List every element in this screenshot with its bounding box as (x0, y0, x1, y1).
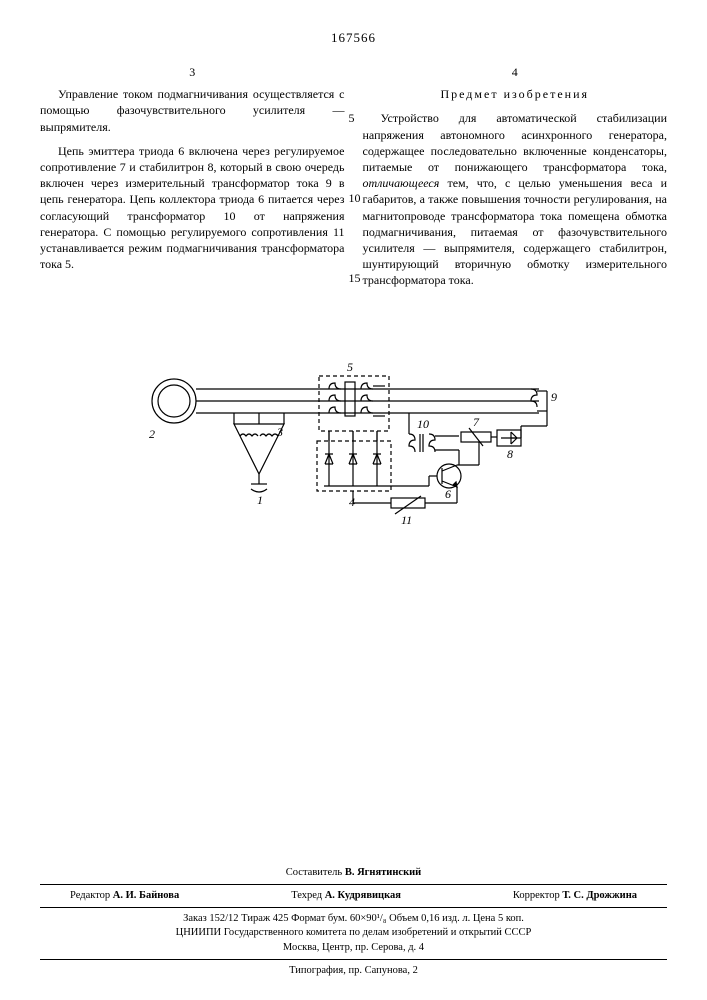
claim-text-a: Устройство для автоматической стабилизац… (363, 111, 668, 174)
line-number-15: 15 (349, 270, 361, 286)
tech-label: Техред (291, 890, 322, 901)
fig-label-2: 2 (149, 427, 155, 441)
subject-title: Предмет изобретения (363, 86, 668, 102)
editor-name: А. И. Байнова (113, 890, 179, 901)
editor-label: Редактор (70, 890, 110, 901)
footer-block: Составитель В. Ягнятинский Редактор А. И… (40, 866, 667, 978)
imprint-line-1: Заказ 152/12 Тираж 425 Формат бум. 60×90… (40, 912, 667, 926)
footer-rule-3 (40, 959, 667, 960)
left-column: 3 Управление током подмагничивания осуще… (40, 64, 345, 296)
fig-label-1: 1 (257, 493, 263, 507)
composer-line: Составитель В. Ягнятинский (40, 866, 667, 880)
composer-name: В. Ягнятинский (345, 867, 421, 878)
left-column-number: 3 (40, 64, 345, 80)
editor-cell: Редактор А. И. Байнова (70, 889, 179, 903)
left-paragraph-2: Цепь эмиттера триода 6 включена через ре… (40, 143, 345, 273)
line-number-5: 5 (349, 110, 355, 126)
tech-cell: Техред А. Кудрявицкая (291, 889, 401, 903)
document-number: 167566 (40, 30, 667, 46)
footer-rule-1 (40, 884, 667, 885)
corr-name: Т. С. Дрожжина (562, 890, 637, 901)
figure-wrap: 1 2 3 4 5 6 7 8 9 10 11 (40, 346, 667, 541)
fig-label-8: 8 (507, 447, 513, 461)
left-paragraph-1: Управление током подмагничивания осущест… (40, 86, 345, 135)
fig-label-5: 5 (347, 360, 353, 374)
page-root: 167566 3 Управление током подмагничивани… (0, 0, 707, 1000)
fig-label-4: 4 (349, 495, 355, 509)
claim-text-c: тем, что, с целью уменьшения веса и габа… (363, 176, 668, 287)
composer-label: Составитель (286, 867, 342, 878)
fig-label-6: 6 (445, 487, 451, 501)
right-column: 5 10 15 4 Предмет изобретения Устройство… (363, 64, 668, 296)
typography-line: Типография, пр. Сапунова, 2 (40, 964, 667, 978)
fig-label-10: 10 (417, 417, 429, 431)
fig-label-3: 3 (276, 425, 283, 439)
fig-label-7: 7 (473, 415, 480, 429)
imprint-line-2: ЦНИИПИ Государственного комитета по дела… (40, 926, 667, 940)
credits-row: Редактор А. И. Байнова Техред А. Кудряви… (70, 889, 637, 903)
fig-label-9: 9 (551, 390, 557, 404)
imprint-line-3: Москва, Центр, пр. Серова, д. 4 (40, 941, 667, 955)
circuit-diagram: 1 2 3 4 5 6 7 8 9 10 11 (139, 346, 569, 536)
footer-rule-2 (40, 907, 667, 908)
tech-name: А. Кудрявицкая (325, 890, 401, 901)
corr-label: Корректор (513, 890, 560, 901)
fig-label-11: 11 (401, 513, 412, 527)
right-paragraph-1: Устройство для автоматической стабилизац… (363, 110, 668, 288)
claim-distinct-word: отличающееся (363, 176, 440, 190)
corrector-cell: Корректор Т. С. Дрожжина (513, 889, 637, 903)
right-column-number: 4 (363, 64, 668, 80)
line-number-10: 10 (349, 190, 361, 206)
text-columns: 3 Управление током подмагничивания осуще… (40, 64, 667, 296)
